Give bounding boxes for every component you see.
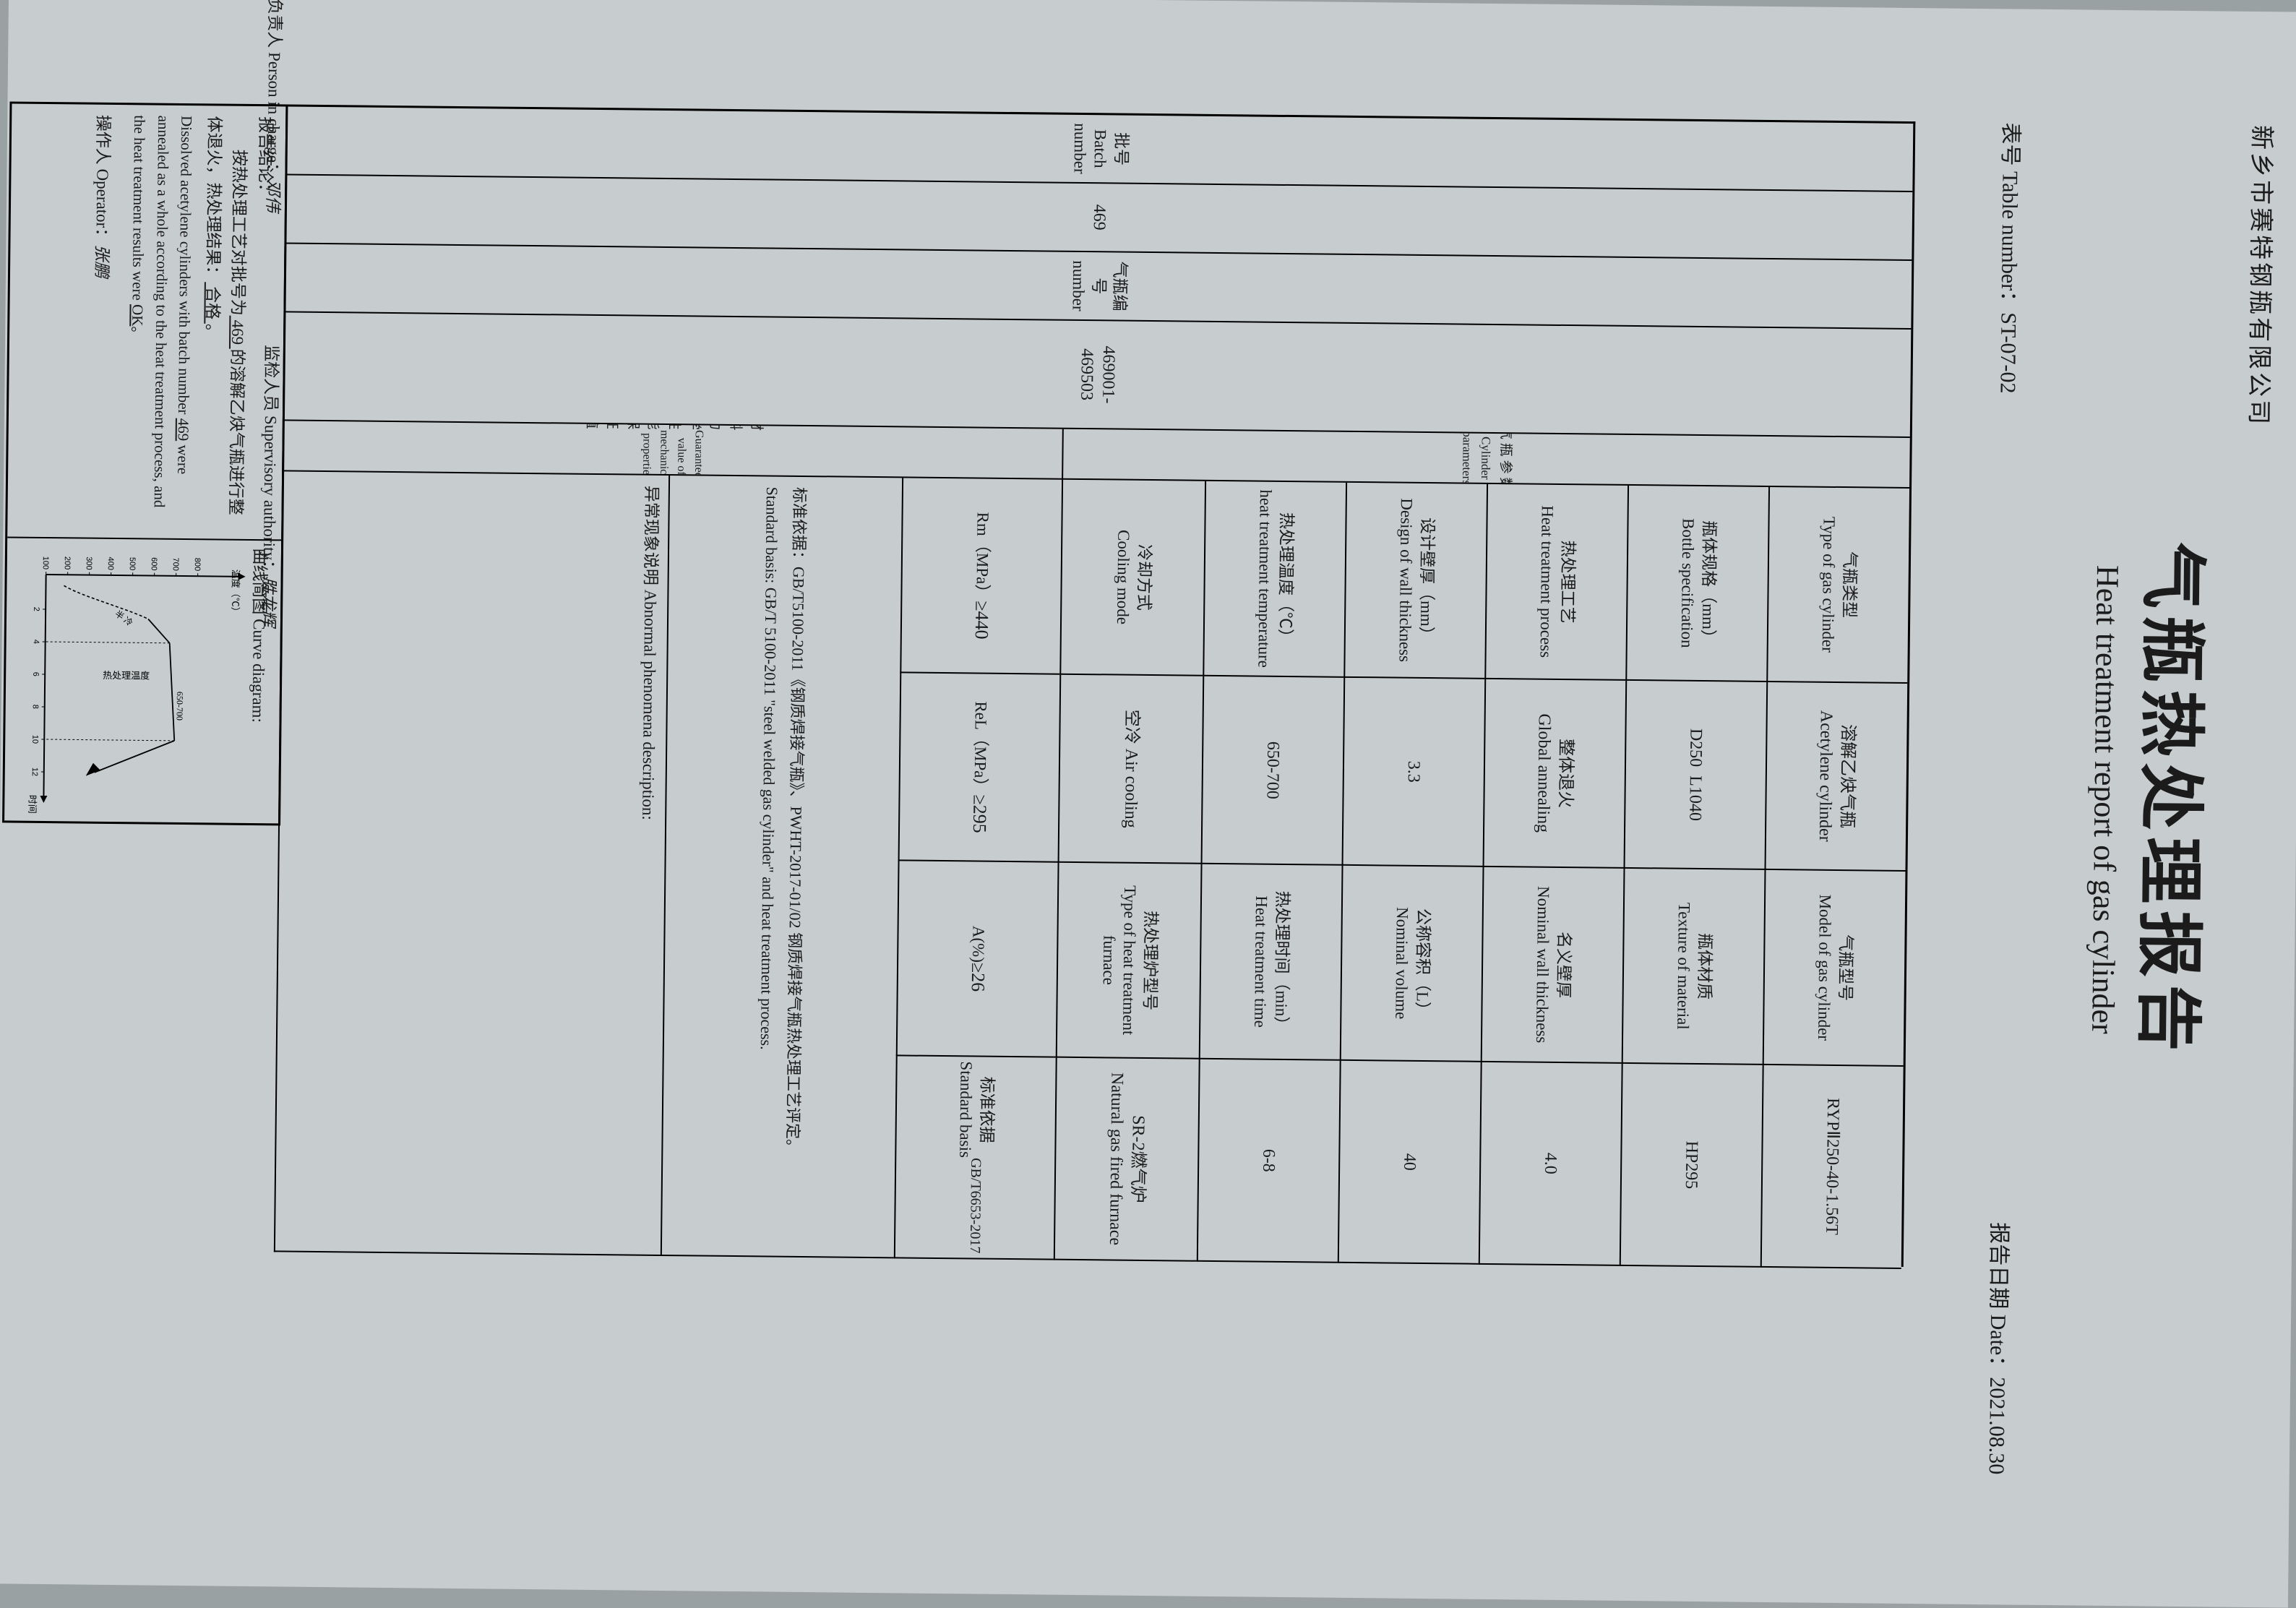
svg-text:时间（min）: 时间（min） <box>26 795 38 815</box>
svg-text:650-700: 650-700 <box>174 692 184 721</box>
svg-text:温度（℃）: 温度（℃） <box>230 569 241 616</box>
svg-text:4: 4 <box>31 640 40 644</box>
svg-text:400: 400 <box>106 557 114 570</box>
svg-text:800: 800 <box>192 558 201 571</box>
svg-text:2: 2 <box>32 607 40 611</box>
svg-text:12: 12 <box>30 768 38 776</box>
svg-text:100: 100 <box>40 556 49 569</box>
svg-text:500: 500 <box>127 557 136 570</box>
svg-text:300: 300 <box>84 557 93 570</box>
svg-text:600: 600 <box>149 558 158 571</box>
svg-text:8: 8 <box>30 705 39 709</box>
svg-text:10: 10 <box>30 735 39 744</box>
svg-text:热处理温度: 热处理温度 <box>103 670 150 682</box>
svg-text:200: 200 <box>62 556 71 569</box>
svg-text:6: 6 <box>31 672 40 676</box>
svg-text:700: 700 <box>171 558 179 571</box>
